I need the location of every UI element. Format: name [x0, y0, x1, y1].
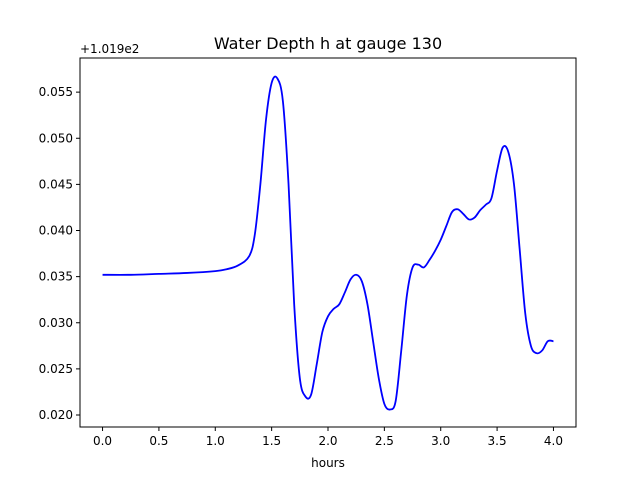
y-tick-label: 0.050: [39, 131, 73, 145]
x-axis-label: hours: [311, 456, 345, 470]
line-layer: [102, 75, 554, 411]
x-tick-label: 3.0: [431, 434, 450, 448]
chart-title: Water Depth h at gauge 130: [214, 34, 442, 53]
y-tick-label: 0.020: [39, 408, 73, 422]
series-line-0: [102, 75, 554, 411]
x-tick-label: 0.5: [149, 434, 168, 448]
y-tick-label: 0.040: [39, 224, 73, 238]
x-axis-ticks: 0.0 0.5 1.0 1.5 2.0 2.5 3.0 3.5 4.0: [93, 427, 563, 448]
y-tick-label: 0.035: [39, 270, 73, 284]
x-tick-label: 1.0: [206, 434, 225, 448]
y-tick-label: 0.030: [39, 316, 73, 330]
y-axis-ticks: 0.020 0.025 0.030 0.035 0.040 0.045 0.050 0.055: [39, 85, 80, 422]
plot-area: 0.0 0.5 1.0 1.5 2.0 2.5 3.0 3.5 4.0 0.0200.0250.…: [39, 57, 577, 448]
x-tick-label: 1.5: [262, 434, 281, 448]
x-tick-label: 2.5: [375, 434, 394, 448]
x-tick-label: 3.5: [488, 434, 507, 448]
y-tick-label: 0.055: [39, 85, 73, 99]
x-tick-label: 0.0: [93, 434, 112, 448]
x-tick-label: 4.0: [544, 434, 563, 448]
y-tick-label: 0.045: [39, 177, 73, 191]
x-tick-label: 2.0: [318, 434, 337, 448]
y-tick-label: 0.025: [39, 362, 73, 376]
y-axis-offset-label: +1.019e2: [80, 42, 139, 56]
